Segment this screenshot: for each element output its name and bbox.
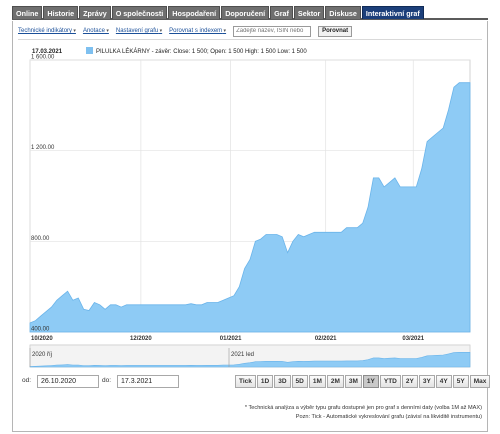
tab-historie[interactable]: Historie (43, 6, 79, 19)
legend-date: 17.03.2021 (32, 49, 63, 55)
zoom-tick-button[interactable]: Tick (235, 375, 256, 388)
from-label: od: (22, 377, 32, 384)
tab-hospodaření[interactable]: Hospodaření (168, 6, 221, 19)
tab-graf[interactable]: Graf (270, 6, 293, 19)
compare-index-menu[interactable]: Porovnat s indexem (169, 28, 226, 34)
price-area-series (29, 82, 471, 333)
zoom-1y-button[interactable]: 1Y (362, 375, 379, 388)
tab-sektor[interactable]: Sektor (293, 6, 325, 19)
zoom-2y-button[interactable]: 2Y (401, 375, 418, 388)
price-chart[interactable]: 1 600.00 1 200.00 800.00 400.00 10/2020 12/2… (0, 0, 500, 372)
zoom-4y-button[interactable]: 4Y (435, 375, 452, 388)
y-tick-label: 800.00 (31, 236, 50, 242)
tab-diskuse[interactable]: Diskuse (325, 6, 361, 19)
tab-online[interactable]: Online (12, 6, 43, 19)
tab-interaktivní-graf[interactable]: Interaktivní graf (361, 6, 424, 19)
zoom-3y-button[interactable]: 3Y (418, 375, 435, 388)
toolbar-divider (18, 39, 482, 40)
zoom-buttons: Tick 1D 3D 5D 1M 2M 3M 1Y YTD 2Y 3Y 4Y 5Y Max (235, 375, 491, 388)
to-date-input[interactable] (117, 375, 179, 388)
x-axis: 10/2020 12/2020 01/2021 02/2021 03/2021 (31, 336, 425, 342)
zoom-2m-button[interactable]: 2M (326, 375, 344, 388)
x-tick-label: 02/2021 (315, 336, 337, 342)
zoom-max-button[interactable]: Max (469, 375, 491, 388)
range-navigator[interactable]: 2020 říj 2021 led (29, 344, 471, 368)
x-tick-label: 12/2020 (130, 336, 152, 342)
footnotes: * Technická analýza a výběr typu grafu d… (245, 404, 482, 422)
tab-doporučení[interactable]: Doporučení (221, 6, 270, 19)
zoom-5d-button[interactable]: 5D (291, 375, 308, 388)
y-tick-label: 1 600.00 (31, 55, 55, 61)
navigator-label: 2021 led (231, 352, 254, 358)
chart-toolbar: Technické indikátory Anotace Nastavení g… (18, 25, 353, 37)
x-tick-label: 03/2021 (402, 336, 424, 342)
zoom-5y-button[interactable]: 5Y (452, 375, 469, 388)
legend-text: PILULKA LÉKÁRNY - závěr: Close: 1 500; O… (96, 48, 307, 55)
tab-o-společnosti[interactable]: O společnosti (111, 6, 168, 19)
chart-settings-menu[interactable]: Nastavení grafu (116, 28, 162, 34)
zoom-3m-button[interactable]: 3M (344, 375, 362, 388)
annotations-menu[interactable]: Anotace (83, 28, 109, 34)
zoom-1m-button[interactable]: 1M (308, 375, 326, 388)
y-tick-label: 1 200.00 (31, 145, 55, 151)
navigator-series (29, 352, 471, 368)
compare-search-input[interactable] (233, 25, 312, 37)
compare-button[interactable]: Porovnat (318, 25, 353, 37)
technical-indicators-menu[interactable]: Technické indikátory (18, 28, 76, 34)
zoom-1d-button[interactable]: 1D (256, 375, 274, 388)
y-tick-label: 400.00 (31, 327, 50, 333)
tab-zprávy[interactable]: Zprávy (79, 6, 111, 19)
zoom-3d-button[interactable]: 3D (274, 375, 291, 388)
x-tick-label: 01/2021 (220, 336, 242, 342)
legend-swatch (86, 47, 93, 54)
zoom-ytd-button[interactable]: YTD (379, 375, 401, 388)
y-axis: 1 600.00 1 200.00 800.00 400.00 (31, 55, 55, 333)
to-label: do: (102, 377, 112, 384)
tab-bar: Online Historie Zprávy O společnosti Hospoda… (12, 6, 488, 20)
from-date-input[interactable] (37, 375, 99, 388)
content-panel (12, 21, 488, 432)
footnote-tick: Pozn: Tick - Automatické vykreslování gr… (295, 414, 482, 420)
navigator-label: 2020 říj (32, 352, 52, 358)
x-tick-label: 10/2020 (31, 336, 53, 342)
footnote-technical: * Technická analýza a výběr typu grafu d… (244, 405, 482, 411)
